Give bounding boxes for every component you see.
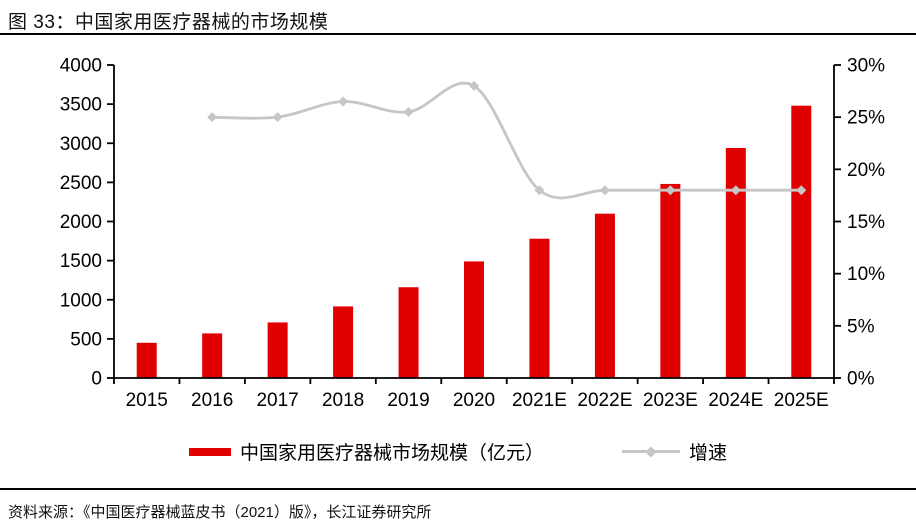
growth-marker-2019: [403, 106, 414, 117]
bar-2023E: [660, 183, 681, 378]
right-tick-label: 5%: [847, 316, 875, 337]
x-label-2023E: 2023E: [643, 390, 698, 411]
chart: 0 500 1000 1500 2000 2500 3000 3500 4000 0% 5% 10% 1…: [0, 44, 916, 426]
left-tick-label: 2000: [60, 212, 102, 233]
growth-marker-2022E: [599, 185, 610, 196]
growth-marker-2025E: [796, 185, 807, 196]
bar-2022E: [594, 213, 615, 378]
left-tick-label: 1500: [60, 251, 102, 272]
source-text: 资料来源：《中国医疗器械蓝皮书（2021）版》，长江证券研究所: [8, 504, 432, 521]
x-label-2019: 2019: [387, 390, 429, 411]
title-underline: [0, 33, 916, 35]
bar-series-label: 中国家用医疗器械市场规模（亿元）: [239, 443, 544, 464]
figure-title: 图 33：中国家用医疗器械的市场规模: [8, 12, 329, 33]
bar-2018: [333, 306, 354, 378]
left-tick-label: 3500: [60, 95, 102, 116]
bottom-rule: [0, 488, 916, 490]
line-series-label: 增速: [689, 443, 728, 464]
growth-marker-2021E: [534, 185, 545, 196]
bar-series-swatch: [188, 447, 231, 456]
right-tick-label: 25%: [847, 108, 885, 129]
left-tick-label: 0: [91, 369, 102, 390]
right-tick-label: 10%: [847, 264, 885, 285]
left-tick-label: 3000: [60, 134, 102, 155]
chart-svg: 0 500 1000 1500 2000 2500 3000 3500 4000 0% 5% 10% 1…: [60, 56, 885, 412]
growth-marker-2017: [272, 112, 283, 123]
left-tick-label: 1000: [60, 290, 102, 311]
bar-2016: [202, 333, 223, 378]
x-label-2018: 2018: [322, 390, 364, 411]
diamond-marker-icon: [645, 445, 657, 458]
growth-line: [210, 81, 803, 200]
bar-2017: [267, 322, 288, 378]
x-label-2020: 2020: [453, 390, 495, 411]
legend-item-market-size: 中国家用医疗器械市场规模（亿元）: [188, 438, 544, 465]
legend: 中国家用医疗器械市场规模（亿元） 增速: [0, 438, 916, 465]
bar-2025E: [791, 105, 812, 378]
bar-2019: [398, 287, 419, 378]
left-tick-label: 4000: [60, 56, 102, 77]
growth-marker-2024E: [730, 185, 741, 196]
growth-marker-2023E: [665, 185, 676, 196]
line-series-swatch: [622, 445, 680, 458]
right-tick-label: 0%: [847, 369, 875, 390]
x-label-2022E: 2022E: [577, 390, 632, 411]
growth-marker-2018: [338, 96, 349, 107]
bar-2024E: [725, 147, 746, 378]
bar-2021E: [529, 238, 550, 378]
x-label-2021E: 2021E: [512, 390, 567, 411]
bar-2015: [136, 342, 157, 378]
left-tick-label: 2500: [60, 173, 102, 194]
x-label-2024E: 2024E: [708, 390, 763, 411]
right-tick-label: 30%: [847, 56, 885, 77]
right-tick-label: 20%: [847, 160, 885, 181]
growth-marker-2016: [207, 112, 218, 123]
x-label-2017: 2017: [256, 390, 298, 411]
legend-item-growth: 增速: [622, 438, 727, 465]
growth-marker-2020: [469, 80, 479, 91]
left-tick-label: 500: [70, 329, 102, 350]
bar-2020: [464, 261, 484, 378]
right-tick-label: 15%: [847, 212, 885, 233]
x-label-2015: 2015: [126, 390, 168, 411]
x-label-2025E: 2025E: [774, 390, 829, 411]
x-label-2016: 2016: [191, 390, 233, 411]
